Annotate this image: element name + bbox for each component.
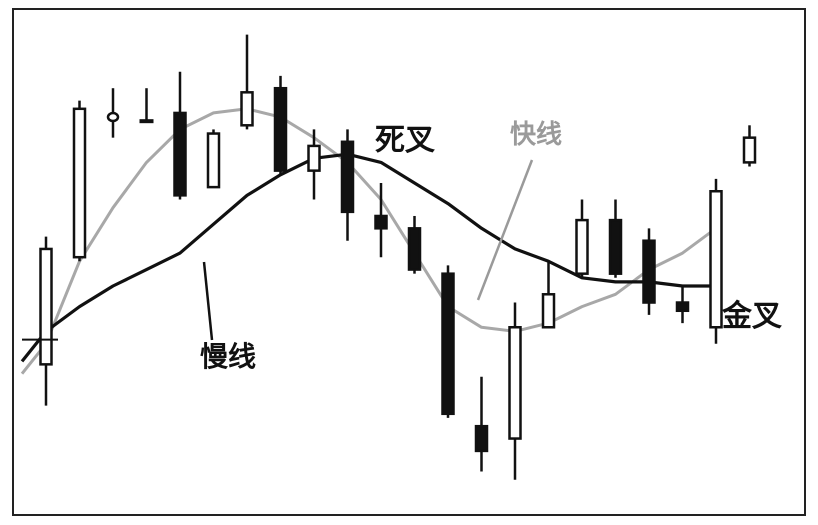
candle — [541, 261, 556, 329]
candle-body-down — [173, 111, 187, 197]
candles-layer — [22, 34, 757, 480]
candle-body-down — [340, 140, 355, 214]
candle — [273, 75, 288, 175]
candle — [39, 236, 53, 406]
fast-line-pointer — [476, 159, 534, 301]
annotation-fast-line: 快线 — [510, 120, 562, 150]
slow-line — [20, 152, 721, 363]
candle — [407, 215, 422, 274]
candle — [139, 88, 154, 124]
candle — [608, 199, 623, 278]
candle-body-up — [508, 326, 522, 440]
candle-body-up — [72, 107, 87, 259]
candle-body-down — [474, 424, 489, 453]
candle-body-up — [206, 132, 221, 189]
candle — [441, 265, 455, 418]
candle — [72, 100, 87, 262]
candle — [307, 129, 321, 200]
candle-body-up — [39, 247, 53, 366]
slow-line-pointer — [202, 261, 214, 341]
candle-body-up — [307, 144, 321, 172]
candle-body-up — [541, 293, 556, 329]
annotation-cross-down: 死叉 — [375, 123, 435, 158]
candle-body-down — [273, 86, 288, 172]
annotation-cross-up: 金叉 — [721, 299, 782, 334]
candle — [508, 302, 522, 480]
candle-body-down — [407, 227, 422, 271]
candle-body-down — [374, 214, 388, 230]
candle — [742, 125, 757, 167]
candle — [675, 286, 690, 324]
candle — [340, 129, 355, 241]
candle-body — [106, 111, 120, 123]
candle-body-down — [441, 272, 455, 416]
candle — [106, 88, 120, 138]
candle — [642, 228, 656, 315]
candle — [374, 183, 388, 258]
annotation-slow-line: 慢线 — [200, 340, 256, 373]
candle-body-down — [642, 239, 656, 304]
candle-body-down — [608, 218, 623, 275]
candle — [206, 129, 221, 189]
candle-body-up — [709, 189, 723, 329]
candle — [575, 199, 589, 278]
candle — [173, 71, 187, 200]
candle — [709, 178, 723, 344]
candle-body-up — [742, 136, 757, 164]
candle-body-up — [240, 91, 254, 127]
candle-body-down — [675, 301, 690, 313]
candle — [240, 34, 254, 130]
candle — [474, 376, 489, 472]
candle-body-up — [575, 218, 589, 275]
